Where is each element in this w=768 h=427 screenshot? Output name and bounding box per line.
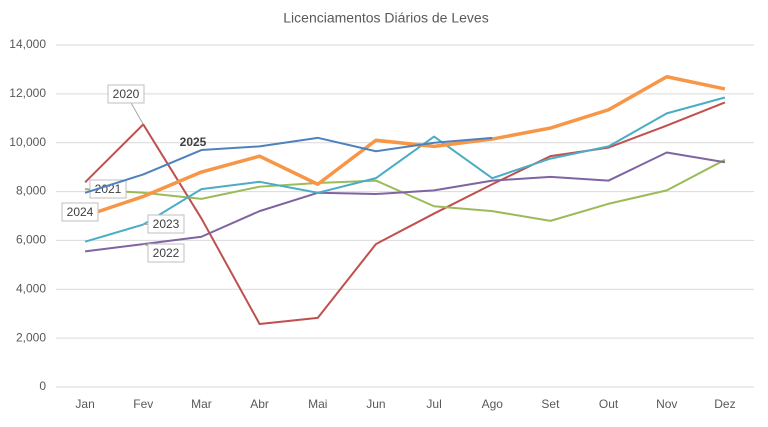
y-tick-label: 4,000 [16, 281, 46, 295]
x-tick-label: Jul [426, 397, 441, 411]
x-tick-label: Jun [366, 397, 385, 411]
y-tick-label: 12,000 [9, 86, 46, 100]
x-tick-label: Ago [482, 397, 504, 411]
x-tick-label: Nov [656, 397, 677, 411]
x-tick-label: Dez [714, 397, 735, 411]
x-tick-label: Set [541, 397, 560, 411]
series-label: 2023 [153, 217, 180, 231]
y-tick-label: 10,000 [9, 135, 46, 149]
series-label: 2020 [113, 87, 140, 101]
x-tick-label: Mai [308, 397, 327, 411]
x-tick-label: Mar [191, 397, 212, 411]
y-tick-label: 0 [39, 379, 46, 393]
y-tick-label: 8,000 [16, 184, 46, 198]
y-tick-label: 2,000 [16, 330, 46, 344]
chart-title: Licenciamentos Diários de Leves [283, 10, 488, 26]
y-tick-label: 14,000 [9, 37, 46, 51]
x-tick-label: Out [599, 397, 619, 411]
series-label: 2024 [67, 205, 94, 219]
x-tick-label: Fev [133, 397, 153, 411]
series-line [85, 160, 725, 221]
x-tick-label: Abr [250, 397, 269, 411]
series-label: 2022 [153, 246, 180, 260]
y-tick-label: 6,000 [16, 233, 46, 247]
series-label: 2025 [180, 135, 207, 149]
x-tick-label: Jan [75, 397, 94, 411]
